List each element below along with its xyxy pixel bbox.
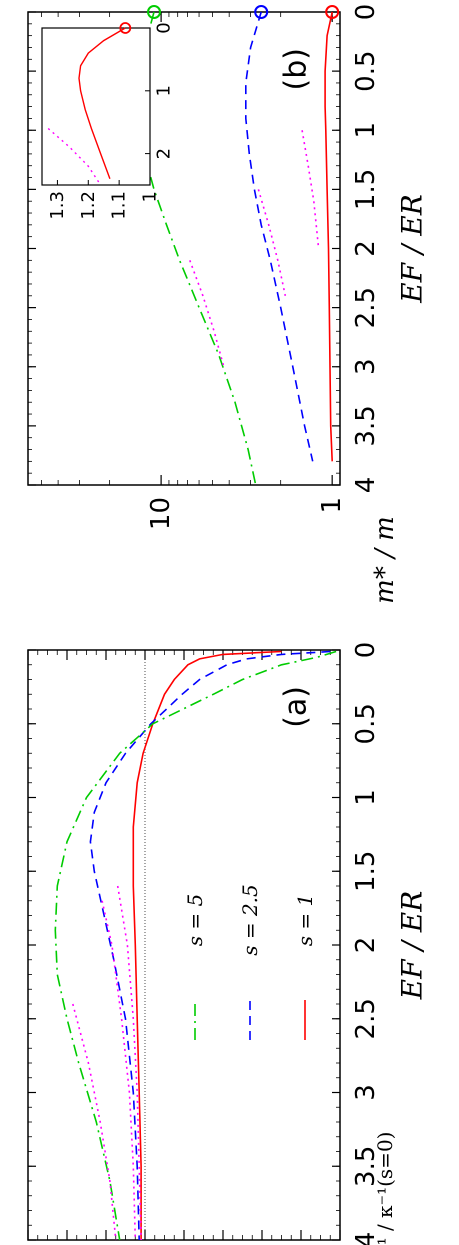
x-tick-label: 1 bbox=[351, 789, 381, 806]
series-line-4 bbox=[101, 900, 137, 1241]
x-tick-label: 1 bbox=[351, 122, 381, 139]
inset-x-tick-label: 2 bbox=[154, 148, 175, 159]
inset-frame bbox=[41, 27, 151, 186]
start-marker-2 bbox=[147, 5, 162, 19]
inset-x-tick-label: 0 bbox=[154, 22, 175, 33]
x-tick-label: 4 bbox=[351, 477, 381, 494]
series-line-4 bbox=[257, 189, 287, 296]
inset-y-tick-label: 1.1 bbox=[109, 191, 130, 220]
x-tick-label: 1.5 bbox=[351, 851, 381, 892]
panel-label: (a) bbox=[279, 686, 314, 728]
x-axis-label: EF / ER bbox=[396, 194, 429, 304]
series-line-1 bbox=[245, 11, 314, 462]
inset-y-tick-label: 1.2 bbox=[78, 191, 99, 220]
inset-marker bbox=[119, 22, 132, 34]
x-tick-label: 1.5 bbox=[351, 169, 381, 210]
panel-label: (b) bbox=[279, 48, 314, 90]
legend-label-0: s = 1 bbox=[293, 894, 317, 946]
x-tick-label: 2 bbox=[351, 240, 381, 257]
y-tick-label: 1 bbox=[317, 497, 347, 514]
x-axis-label: EF / ER bbox=[396, 891, 429, 1001]
start-marker-1 bbox=[254, 5, 269, 19]
x-tick-label: 0.5 bbox=[351, 703, 381, 744]
y-tick-label: 10 bbox=[146, 497, 176, 530]
x-tick-label: 2.5 bbox=[351, 287, 381, 328]
y-axis-label: κ⁻¹ / κ⁻¹(s=0) bbox=[373, 1132, 397, 1245]
inset-series-1 bbox=[47, 127, 102, 186]
x-tick-label: 3.5 bbox=[351, 1146, 381, 1187]
inset-y-tick-label: 1.3 bbox=[47, 191, 68, 220]
y-axis-label: m* / m bbox=[370, 516, 400, 604]
legend-label-2: s = 5 bbox=[183, 894, 207, 946]
series-line-5 bbox=[72, 1003, 117, 1241]
panel-a: 00.511.522.533.5400.20.40.60.811.21.41.6… bbox=[27, 642, 429, 1245]
x-tick-label: 0.5 bbox=[351, 50, 381, 91]
series-line-3 bbox=[301, 130, 320, 249]
x-tick-label: 0 bbox=[351, 4, 381, 21]
series-line-0 bbox=[132, 650, 282, 1240]
x-tick-label: 4 bbox=[351, 1232, 381, 1245]
x-tick-label: 0 bbox=[351, 642, 381, 659]
x-tick-label: 3 bbox=[351, 1084, 381, 1101]
series-line-1 bbox=[89, 650, 331, 1241]
series-line-5 bbox=[189, 260, 225, 368]
series-line-3 bbox=[116, 885, 142, 1241]
x-tick-label: 3 bbox=[351, 358, 381, 375]
x-tick-label: 3.5 bbox=[351, 405, 381, 446]
x-tick-label: 2 bbox=[351, 937, 381, 954]
start-marker-0 bbox=[325, 5, 340, 19]
legend-label-1: s = 2.5 bbox=[238, 884, 262, 956]
inset: 0 1 2 1 1.1 1.2 1.3 bbox=[41, 22, 175, 220]
x-tick-label: 2.5 bbox=[351, 998, 381, 1039]
series-line-0 bbox=[324, 11, 333, 462]
series-line-2 bbox=[138, 11, 257, 486]
inset-series-0 bbox=[78, 27, 126, 179]
series-line-2 bbox=[54, 650, 337, 1241]
inset-x-tick-label: 1 bbox=[154, 85, 175, 96]
inset-y-tick-label: 1 bbox=[140, 191, 161, 202]
